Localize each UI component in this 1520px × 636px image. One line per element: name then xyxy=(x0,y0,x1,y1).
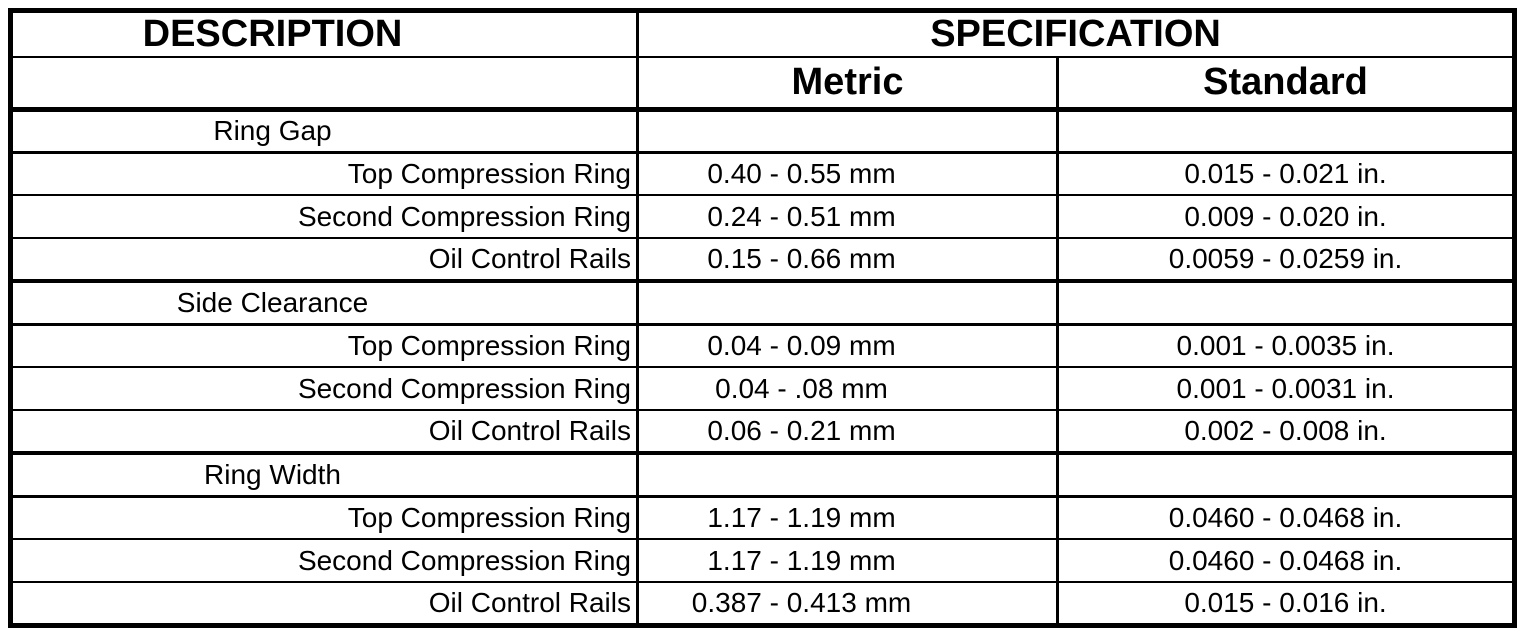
metric-value-cell: 0.04 - 0.09 mm xyxy=(636,323,1059,368)
section-title-cell: Ring Gap xyxy=(9,108,639,154)
table-row: Top Compression Ring 0.04 - 0.09 mm 0.00… xyxy=(9,323,1517,368)
metric-value-cell: 0.15 - 0.66 mm xyxy=(636,237,1059,283)
row-label-cell: Top Compression Ring xyxy=(9,151,639,196)
empty-standard-cell xyxy=(1055,279,1517,326)
table-row: Oil Control Rails 0.15 - 0.66 mm 0.0059 … xyxy=(9,237,1517,283)
header-row-2: Metric Standard xyxy=(9,56,1517,112)
section-title-cell: Side Clearance xyxy=(9,279,639,326)
empty-header-cell xyxy=(9,56,639,112)
metric-value-cell: 0.24 - 0.51 mm xyxy=(636,194,1059,239)
empty-metric-cell xyxy=(636,108,1059,154)
empty-standard-cell xyxy=(1055,108,1517,154)
row-label-cell: Second Compression Ring xyxy=(9,366,639,411)
metric-value-cell: 0.06 - 0.21 mm xyxy=(636,409,1059,455)
standard-value-cell: 0.002 - 0.008 in. xyxy=(1055,409,1517,455)
standard-value-cell: 0.001 - 0.0035 in. xyxy=(1055,323,1517,368)
row-label-cell: Top Compression Ring xyxy=(9,323,639,368)
table-row: Oil Control Rails 0.06 - 0.21 mm 0.002 -… xyxy=(9,409,1517,455)
section-header-row: Side Clearance xyxy=(9,279,1517,326)
row-label-cell: Oil Control Rails xyxy=(9,409,639,455)
table-row: Second Compression Ring 0.24 - 0.51 mm 0… xyxy=(9,194,1517,239)
metric-value-cell: 0.04 - .08 mm xyxy=(636,366,1059,411)
row-label-cell: Oil Control Rails xyxy=(9,237,639,283)
row-label-cell: Second Compression Ring xyxy=(9,538,639,583)
section-header-row: Ring Gap xyxy=(9,108,1517,154)
standard-header-cell: Standard xyxy=(1055,56,1517,112)
standard-value-cell: 0.009 - 0.020 in. xyxy=(1055,194,1517,239)
standard-value-cell: 0.001 - 0.0031 in. xyxy=(1055,366,1517,411)
metric-value-cell: 1.17 - 1.19 mm xyxy=(636,538,1059,583)
standard-value-cell: 0.0460 - 0.0468 in. xyxy=(1055,538,1517,583)
metric-header-cell: Metric xyxy=(636,56,1059,112)
description-header-cell: DESCRIPTION xyxy=(9,9,639,58)
table-row: Second Compression Ring 0.04 - .08 mm 0.… xyxy=(9,366,1517,411)
empty-standard-cell xyxy=(1055,451,1517,498)
table-row: Top Compression Ring 1.17 - 1.19 mm 0.04… xyxy=(9,495,1517,540)
standard-value-cell: 0.015 - 0.021 in. xyxy=(1055,151,1517,196)
table-row: Oil Control Rails 0.387 - 0.413 mm 0.015… xyxy=(9,581,1517,627)
standard-value-cell: 0.0059 - 0.0259 in. xyxy=(1055,237,1517,283)
specification-table: DESCRIPTION SPECIFICATION Metric Standar… xyxy=(8,8,1518,628)
empty-metric-cell xyxy=(636,451,1059,498)
standard-value-cell: 0.0460 - 0.0468 in. xyxy=(1055,495,1517,540)
row-label-cell: Second Compression Ring xyxy=(9,194,639,239)
table-row: Second Compression Ring 1.17 - 1.19 mm 0… xyxy=(9,538,1517,583)
row-label-cell: Oil Control Rails xyxy=(9,581,639,627)
metric-value-cell: 0.40 - 0.55 mm xyxy=(636,151,1059,196)
empty-metric-cell xyxy=(636,279,1059,326)
section-header-row: Ring Width xyxy=(9,451,1517,498)
table-row: Top Compression Ring 0.40 - 0.55 mm 0.01… xyxy=(9,151,1517,196)
header-row-1: DESCRIPTION SPECIFICATION xyxy=(9,9,1517,58)
section-title-cell: Ring Width xyxy=(9,451,639,498)
standard-value-cell: 0.015 - 0.016 in. xyxy=(1055,581,1517,627)
specification-header-cell: SPECIFICATION xyxy=(635,9,1517,58)
metric-value-cell: 0.387 - 0.413 mm xyxy=(636,581,1059,627)
metric-value-cell: 1.17 - 1.19 mm xyxy=(636,495,1059,540)
row-label-cell: Top Compression Ring xyxy=(9,495,639,540)
